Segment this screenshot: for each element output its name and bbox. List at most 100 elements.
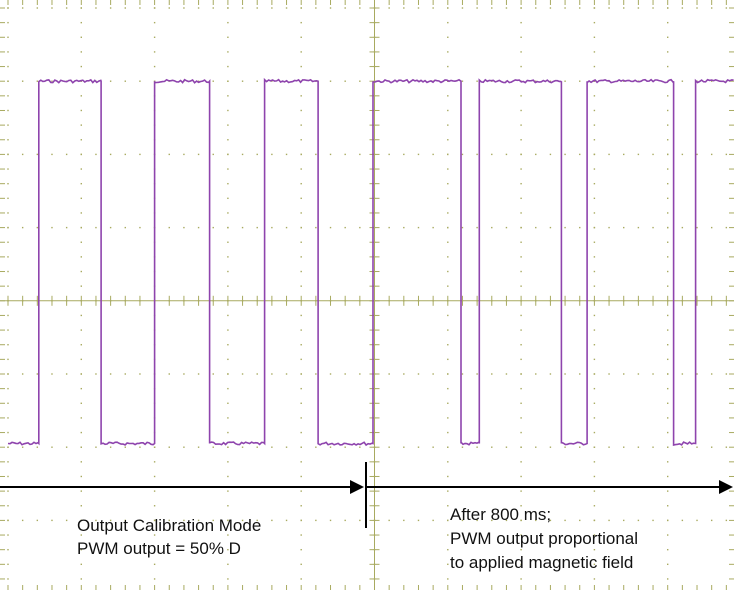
grid-dot (227, 285, 229, 287)
grid-dot (667, 7, 669, 9)
grid-dot (300, 446, 302, 448)
grid-dot (153, 578, 156, 580)
grid-dot (21, 446, 24, 448)
grid-dot (80, 226, 82, 229)
grid-dot (447, 402, 449, 404)
grid-dot (7, 431, 9, 434)
grid-dot (593, 314, 596, 317)
grid-dot (593, 109, 596, 112)
grid-dot (271, 226, 273, 229)
grid-dot (329, 446, 332, 448)
grid-dot (593, 431, 596, 434)
grid-dot (667, 314, 669, 317)
grid-dot (197, 80, 200, 82)
grid-dot (447, 21, 449, 24)
grid-dot (652, 226, 654, 229)
grid-dot (80, 65, 82, 68)
grid-dot (7, 358, 9, 361)
grid-dot (681, 226, 684, 229)
phase2-line-3: to applied magnetic field (450, 553, 633, 572)
grid-dot (80, 344, 82, 346)
grid-dot (564, 519, 566, 522)
grid-dot (197, 7, 200, 9)
grid-dot (535, 519, 537, 522)
grid-dot (667, 505, 669, 507)
grid-dot (593, 197, 596, 200)
grid-dot (36, 7, 39, 9)
grid-dot (329, 7, 332, 9)
grid-dot (359, 373, 361, 375)
grid-dot (681, 7, 684, 9)
grid-dot (564, 153, 566, 156)
grid-dot (80, 21, 82, 24)
grid-dot (359, 519, 361, 522)
grid-dot (183, 446, 185, 448)
grid-dot (124, 519, 126, 522)
pwm-trace (7, 77, 734, 447)
grid-dot (725, 373, 728, 375)
grid-dot (241, 153, 244, 156)
grid-dot (520, 256, 522, 258)
grid-dot (593, 387, 596, 390)
grid-dot (80, 314, 82, 317)
grid-dot (710, 153, 713, 156)
grid-dot (520, 548, 522, 551)
grid-dot (139, 519, 141, 522)
grid-dot (300, 431, 302, 434)
grid-dot (667, 51, 669, 53)
grid-dot (447, 446, 449, 448)
grid-dot (153, 461, 156, 463)
grid-dot (95, 7, 97, 9)
grid-dot (447, 256, 449, 258)
grid-dot (447, 387, 449, 390)
grid-dot (7, 168, 9, 170)
grid-dot (593, 241, 596, 243)
grid-dot (227, 80, 229, 82)
grid-dot (520, 168, 522, 170)
grid-dot (300, 314, 302, 317)
grid-dot (153, 534, 156, 536)
grid-dot (153, 21, 156, 24)
grid-dot (461, 226, 464, 229)
grid-dot (593, 578, 596, 580)
grid-dot (520, 182, 522, 185)
grid-dot (593, 446, 596, 448)
grid-dot (300, 519, 302, 522)
grid-dot (227, 461, 229, 463)
grid-dot (197, 446, 200, 448)
grid-dot (7, 461, 9, 463)
grid-dot (329, 373, 332, 375)
grid-dot (667, 578, 669, 580)
grid-dot (520, 270, 522, 273)
grid-dot (227, 329, 229, 331)
grid-dot (300, 505, 302, 507)
grid-dot (681, 519, 684, 522)
grid-dot (520, 578, 522, 580)
grid-dot (271, 519, 273, 522)
grid-dot (21, 153, 24, 156)
grid-dot (227, 226, 229, 229)
grid-dot (652, 373, 654, 375)
grid-dot (637, 7, 640, 9)
grid-dot (667, 95, 669, 97)
grid-dot (183, 7, 185, 9)
grid-dot (623, 7, 625, 9)
grid-dot (667, 344, 669, 346)
grid-dot (212, 7, 214, 9)
grid-dot (608, 373, 610, 375)
grid-dot (549, 226, 552, 229)
grid-dot (300, 563, 302, 566)
grid-dot (623, 226, 625, 229)
grid-dot (593, 65, 596, 68)
grid-dot (21, 7, 24, 9)
grid-dot (725, 446, 728, 448)
grid-dot (300, 7, 302, 9)
grid-dot (227, 358, 229, 361)
grid-dot (227, 314, 229, 317)
grid-dot (227, 124, 229, 126)
grid-dot (329, 153, 332, 156)
grid-dot (329, 519, 332, 522)
grid-dot (491, 519, 493, 522)
grid-dot (329, 80, 332, 82)
grid-dot (300, 95, 302, 97)
